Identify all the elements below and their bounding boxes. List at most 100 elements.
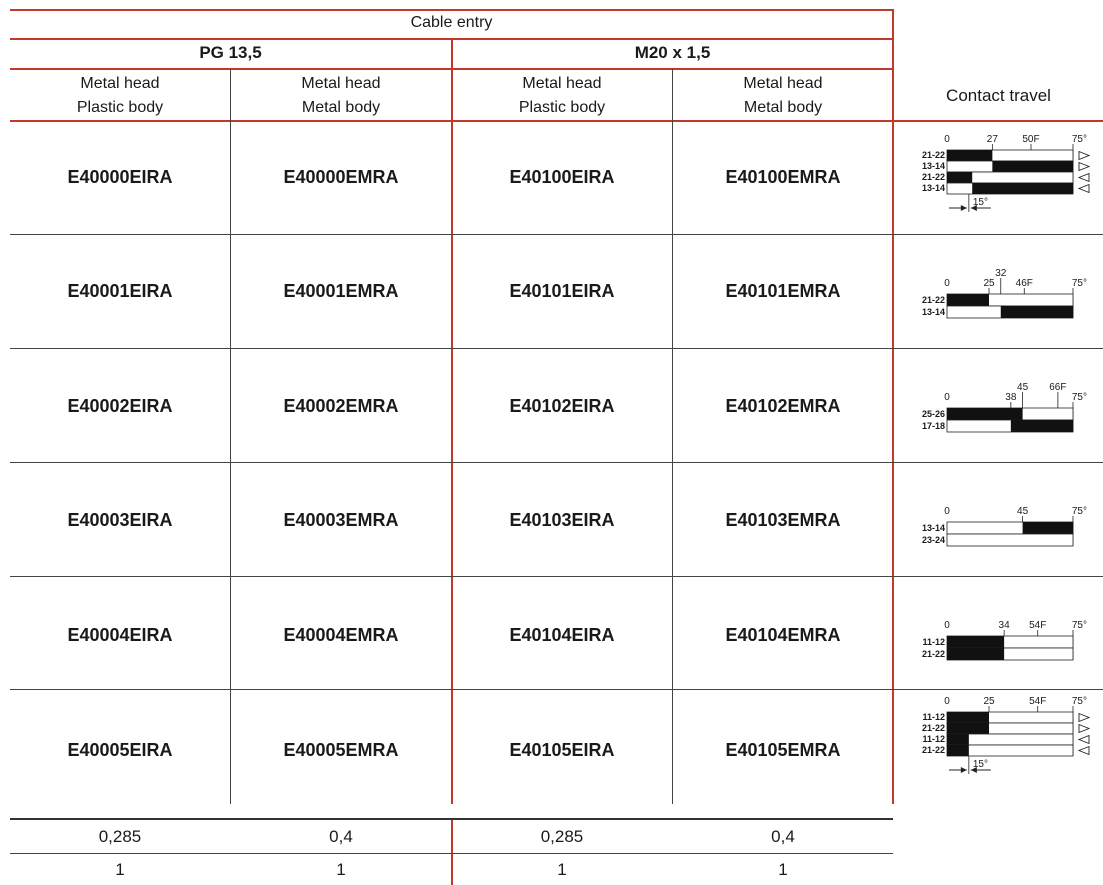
weight-c1: 0,285 xyxy=(98,827,142,846)
hysteresis-label: 15° xyxy=(973,197,988,208)
hysteresis-label: 15° xyxy=(973,759,988,770)
tick-label: 46F xyxy=(1016,278,1033,289)
code-r6-c4: E40105EMRA xyxy=(725,740,841,760)
tick-label: 0 xyxy=(944,620,950,631)
qty-c1: 1 xyxy=(115,860,125,879)
contact-label: 21-22 xyxy=(922,745,945,755)
tick-label: 0 xyxy=(944,696,950,707)
tick-label: 54F xyxy=(1029,696,1046,707)
group-heading-pg: PG 13,5 xyxy=(199,43,262,62)
code-r1-c4: E40100EMRA xyxy=(725,167,841,187)
group-divider xyxy=(451,39,453,804)
contact-closed-segment xyxy=(947,712,989,723)
qty-c2: 1 xyxy=(336,860,346,879)
tick-label: 27 xyxy=(987,134,999,145)
contact-closed-segment xyxy=(947,636,1005,648)
code-r6-c2: E40005EMRA xyxy=(283,740,399,760)
col-divider-3 xyxy=(672,69,673,804)
arrowhead-icon xyxy=(970,767,977,773)
contact-closed-segment xyxy=(947,408,1023,420)
arrow-right-icon xyxy=(1078,161,1091,172)
tick-label: 25 xyxy=(983,278,995,289)
contact-label: 21-22 xyxy=(922,295,945,305)
tick-label: 75° xyxy=(1072,696,1087,707)
footer-top-line xyxy=(10,818,893,820)
tick-label: 45 xyxy=(1017,382,1029,393)
col-head-2-line1: Metal head xyxy=(301,75,381,92)
tick-label: 75° xyxy=(1072,506,1087,517)
contact-label: 13-14 xyxy=(922,523,945,533)
col-head-1-line1: Metal head xyxy=(80,75,160,92)
col-head-4-line1: Metal head xyxy=(743,75,823,92)
contact-label: 13-14 xyxy=(922,307,945,317)
contact-closed-segment xyxy=(947,648,1005,660)
arrow-right-icon xyxy=(1078,723,1091,734)
code-r4-c2: E40003EMRA xyxy=(283,510,399,530)
contact-travel-heading: Contact travel xyxy=(946,86,1051,105)
weight-c4: 0,4 xyxy=(771,827,795,846)
code-r5-c3: E40104EIRA xyxy=(509,625,615,645)
row-separator-4 xyxy=(10,576,1103,577)
code-r4-c4: E40103EMRA xyxy=(725,510,841,530)
code-r2-c1: E40001EIRA xyxy=(67,281,173,301)
contact-label: 11-12 xyxy=(922,734,945,744)
right-header-divider xyxy=(892,9,894,804)
contact-label: 21-22 xyxy=(922,723,945,733)
tick-label: 25 xyxy=(983,696,995,707)
weight-c2: 0,4 xyxy=(329,827,353,846)
arrow-right-icon xyxy=(1078,150,1091,161)
group-heading-m20: M20 x 1,5 xyxy=(634,43,711,62)
contact-label: 21-22 xyxy=(922,649,945,659)
tick-label: 34 xyxy=(999,620,1011,631)
tick-label: 0 xyxy=(944,392,950,403)
code-r6-c1: E40005EIRA xyxy=(67,740,173,760)
tick-label: 32 xyxy=(995,268,1007,279)
contact-label: 13-14 xyxy=(922,161,945,171)
arrow-left-icon xyxy=(1077,745,1090,756)
contact-closed-segment xyxy=(992,161,1073,172)
tick-label: 0 xyxy=(944,278,950,289)
code-r1-c1: E40000EIRA xyxy=(67,167,173,187)
tick-label: 75° xyxy=(1072,278,1087,289)
tick-label: 38 xyxy=(1005,392,1017,403)
contact-label: 11-12 xyxy=(922,637,945,647)
row-separator-1 xyxy=(10,234,1103,235)
col-head-2: Metal head Metal body xyxy=(231,72,451,120)
contact-bar-outline xyxy=(946,533,1074,547)
code-r6-c3: E40105EIRA xyxy=(509,740,615,760)
qty-c4: 1 xyxy=(778,860,788,879)
weight-c3: 0,285 xyxy=(540,827,584,846)
contact-closed-segment xyxy=(947,723,989,734)
group-divider-footer xyxy=(451,818,453,885)
header-bottom-line xyxy=(10,120,1103,122)
tick-label: 54F xyxy=(1029,620,1046,631)
arrowhead-icon xyxy=(960,767,967,773)
col-head-4: Metal head Metal body xyxy=(673,72,893,120)
qty-c3: 1 xyxy=(557,860,567,879)
contact-label: 13-14 xyxy=(922,183,945,193)
contact-closed-segment xyxy=(947,150,993,161)
tick-label: 75° xyxy=(1072,392,1087,403)
code-r5-c1: E40004EIRA xyxy=(67,625,173,645)
contact-label: 23-24 xyxy=(922,535,945,545)
row-separator-2 xyxy=(10,348,1103,349)
code-r2-c4: E40101EMRA xyxy=(725,281,841,301)
contact-closed-segment xyxy=(1022,522,1073,534)
arrow-right-icon xyxy=(1078,712,1091,723)
arrow-left-icon xyxy=(1077,183,1090,194)
contact-closed-segment xyxy=(1000,306,1073,318)
code-r3-c4: E40102EMRA xyxy=(725,396,841,416)
code-r5-c2: E40004EMRA xyxy=(283,625,399,645)
arrowhead-icon xyxy=(970,205,977,211)
col-head-2-line2: Metal body xyxy=(301,99,381,116)
contact-label: 21-22 xyxy=(922,150,945,160)
code-r1-c3: E40100EIRA xyxy=(509,167,615,187)
footer-mid-line xyxy=(10,853,893,854)
code-r5-c4: E40104EMRA xyxy=(725,625,841,645)
contact-label: 25-26 xyxy=(922,409,945,419)
contact-closed-segment xyxy=(1010,420,1073,432)
contact-travel-diagram-5: 0 34 54F 75° 11-12 21-22 xyxy=(922,620,1087,661)
arrow-left-icon xyxy=(1077,734,1090,745)
contact-closed-segment xyxy=(947,294,989,306)
code-r3-c3: E40102EIRA xyxy=(509,396,615,416)
